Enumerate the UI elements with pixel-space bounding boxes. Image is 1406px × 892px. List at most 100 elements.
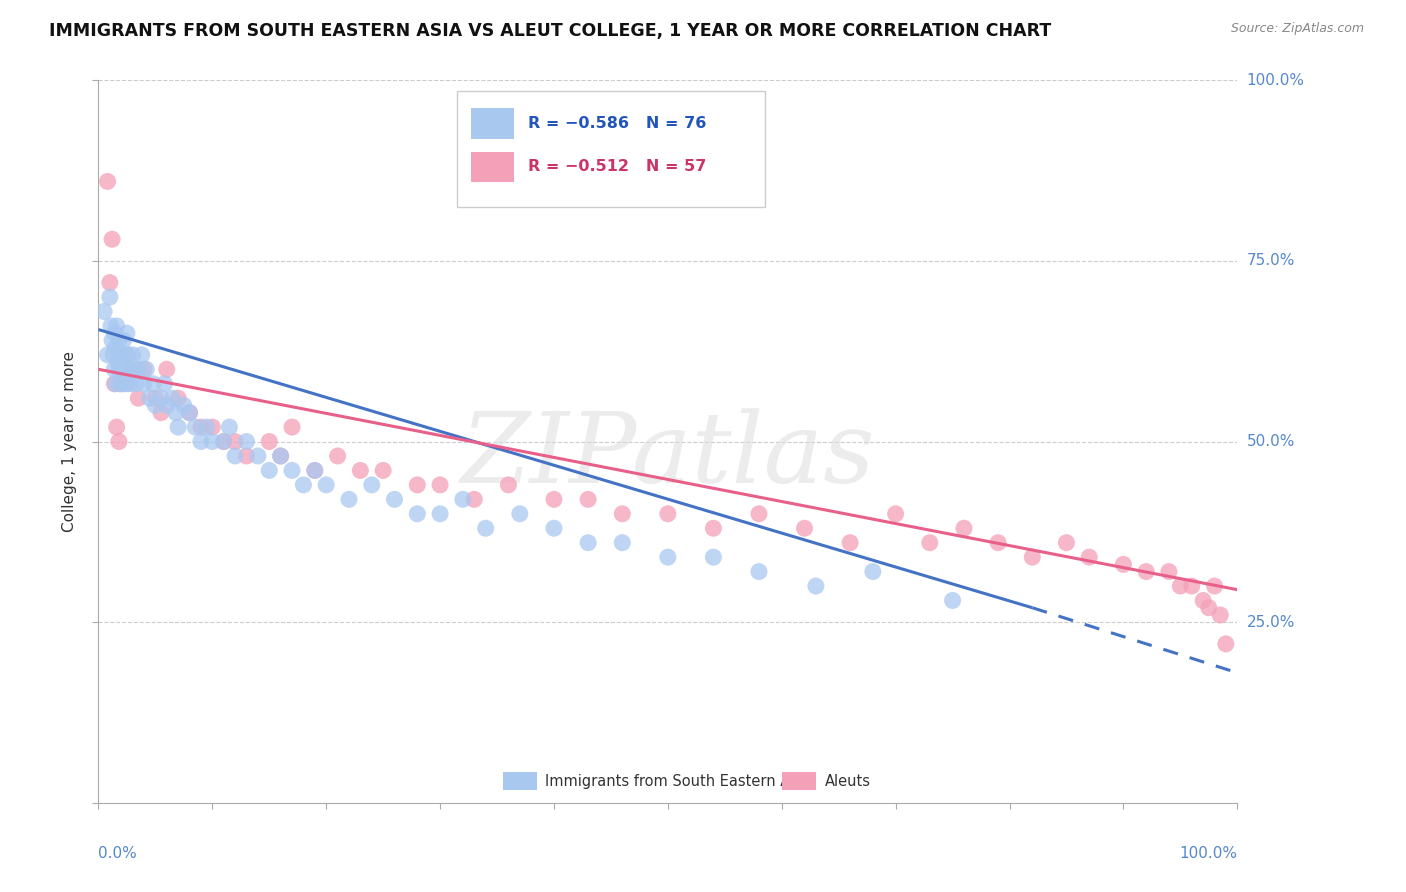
Aleuts (498, 478, 520, 492)
Aleuts (839, 535, 862, 549)
Immigrants from South Eastern Asia (748, 565, 770, 579)
Aleuts (1157, 565, 1180, 579)
Immigrants from South Eastern Asia (110, 348, 132, 362)
Bar (471, 109, 515, 139)
Immigrants from South Eastern Asia (104, 376, 127, 391)
FancyBboxPatch shape (457, 91, 765, 207)
Aleuts (1198, 600, 1220, 615)
Immigrants from South Eastern Asia (100, 318, 122, 333)
Immigrants from South Eastern Asia (117, 348, 139, 362)
Immigrants from South Eastern Asia (114, 362, 136, 376)
Text: ZIPatlas: ZIPatlas (461, 409, 875, 504)
Immigrants from South Eastern Asia (98, 290, 121, 304)
Aleuts (127, 391, 149, 405)
Aleuts (612, 507, 634, 521)
Aleuts (1112, 558, 1135, 572)
Aleuts (1135, 565, 1157, 579)
Aleuts (98, 276, 121, 290)
Immigrants from South Eastern Asia (145, 398, 167, 412)
Immigrants from South Eastern Asia (114, 348, 136, 362)
Immigrants from South Eastern Asia (246, 449, 269, 463)
Immigrants from South Eastern Asia (104, 341, 127, 355)
Aleuts (156, 362, 179, 376)
Immigrants from South Eastern Asia (124, 362, 146, 376)
Aleuts (702, 521, 724, 535)
Aleuts (657, 507, 679, 521)
Immigrants from South Eastern Asia (612, 535, 634, 549)
Immigrants from South Eastern Asia (120, 376, 142, 391)
Immigrants from South Eastern Asia (184, 420, 207, 434)
Aleuts (406, 478, 429, 492)
Immigrants from South Eastern Asia (235, 434, 257, 449)
Aleuts (235, 449, 257, 463)
Immigrants from South Eastern Asia (150, 391, 173, 405)
Text: 75.0%: 75.0% (1246, 253, 1295, 268)
Immigrants from South Eastern Asia (108, 362, 131, 376)
Immigrants from South Eastern Asia (105, 318, 128, 333)
Aleuts (105, 420, 128, 434)
Aleuts (1170, 579, 1192, 593)
Text: R = −0.512   N = 57: R = −0.512 N = 57 (527, 160, 706, 175)
Bar (782, 772, 815, 789)
Immigrants from South Eastern Asia (384, 492, 406, 507)
Aleuts (576, 492, 599, 507)
Immigrants from South Eastern Asia (224, 449, 246, 463)
Aleuts (371, 463, 394, 477)
Immigrants from South Eastern Asia (315, 478, 337, 492)
Aleuts (1215, 637, 1237, 651)
Immigrants from South Eastern Asia (142, 376, 165, 391)
Immigrants from South Eastern Asia (543, 521, 565, 535)
Immigrants from South Eastern Asia (162, 391, 184, 405)
Aleuts (121, 362, 143, 376)
Text: 100.0%: 100.0% (1180, 847, 1237, 861)
Aleuts (793, 521, 815, 535)
Immigrants from South Eastern Asia (179, 406, 201, 420)
Aleuts (150, 406, 173, 420)
Immigrants from South Eastern Asia (115, 326, 138, 340)
Immigrants from South Eastern Asia (474, 521, 496, 535)
Bar (471, 152, 515, 182)
Immigrants from South Eastern Asia (103, 362, 125, 376)
Aleuts (167, 391, 190, 405)
Aleuts (1204, 579, 1226, 593)
Aleuts (108, 434, 131, 449)
Immigrants from South Eastern Asia (942, 593, 965, 607)
Text: 50.0%: 50.0% (1246, 434, 1295, 449)
Text: 25.0%: 25.0% (1246, 615, 1295, 630)
Immigrants from South Eastern Asia (304, 463, 326, 477)
Immigrants from South Eastern Asia (190, 434, 212, 449)
Aleuts (918, 535, 941, 549)
Immigrants from South Eastern Asia (212, 434, 235, 449)
Aleuts (1078, 550, 1101, 565)
Immigrants from South Eastern Asia (173, 398, 195, 412)
Immigrants from South Eastern Asia (135, 362, 157, 376)
Immigrants from South Eastern Asia (127, 362, 149, 376)
Immigrants from South Eastern Asia (292, 478, 315, 492)
Aleuts (748, 507, 770, 521)
Aleuts (115, 348, 138, 362)
Aleuts (145, 391, 167, 405)
Aleuts (326, 449, 349, 463)
Aleuts (884, 507, 907, 521)
Immigrants from South Eastern Asia (112, 334, 135, 348)
Text: Immigrants from South Eastern Asia: Immigrants from South Eastern Asia (546, 773, 811, 789)
Aleuts (179, 406, 201, 420)
Aleuts (1192, 593, 1215, 607)
Text: 100.0%: 100.0% (1246, 73, 1305, 87)
Immigrants from South Eastern Asia (138, 391, 160, 405)
Aleuts (304, 463, 326, 477)
Immigrants from South Eastern Asia (103, 326, 125, 340)
Aleuts (101, 232, 124, 246)
Aleuts (270, 449, 292, 463)
Aleuts (1181, 579, 1204, 593)
Immigrants from South Eastern Asia (218, 420, 240, 434)
Immigrants from South Eastern Asia (862, 565, 884, 579)
Immigrants from South Eastern Asia (108, 376, 131, 391)
Immigrants from South Eastern Asia (281, 463, 304, 477)
Aleuts (1209, 607, 1232, 622)
Immigrants from South Eastern Asia (131, 348, 153, 362)
Text: IMMIGRANTS FROM SOUTH EASTERN ASIA VS ALEUT COLLEGE, 1 YEAR OR MORE CORRELATION : IMMIGRANTS FROM SOUTH EASTERN ASIA VS AL… (49, 22, 1052, 40)
Immigrants from South Eastern Asia (93, 304, 115, 318)
Immigrants from South Eastern Asia (270, 449, 292, 463)
Immigrants from South Eastern Asia (406, 507, 429, 521)
